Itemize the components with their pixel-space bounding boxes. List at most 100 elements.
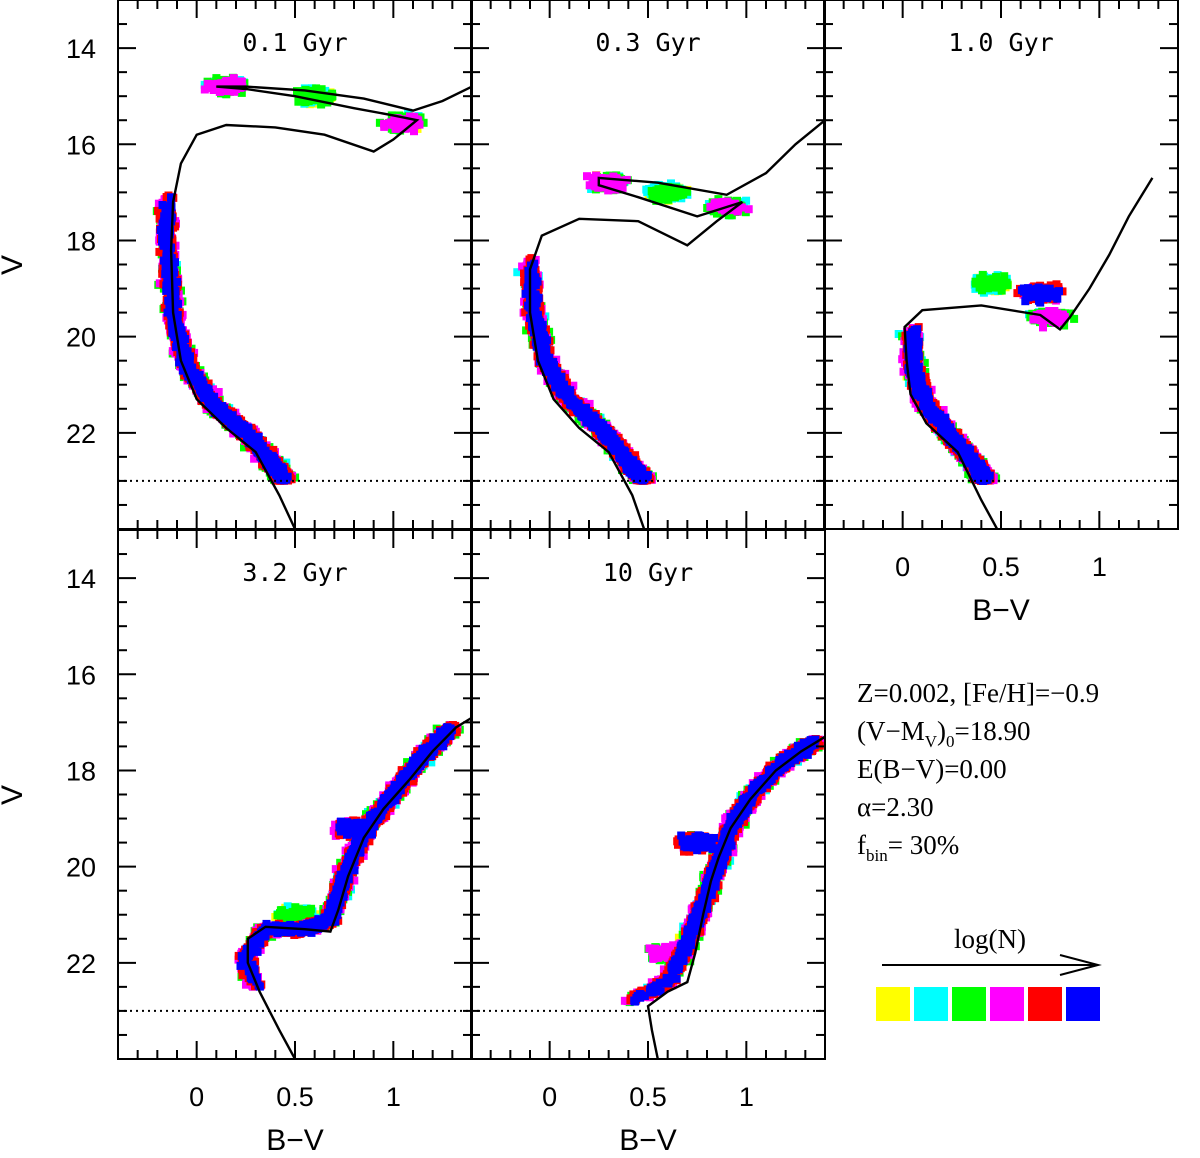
density-point <box>244 429 253 438</box>
density-point <box>165 272 174 281</box>
density-point <box>408 112 417 121</box>
density-point <box>162 246 171 255</box>
density-point <box>167 197 176 206</box>
density-point <box>724 211 733 220</box>
density-point <box>268 456 277 465</box>
density-point <box>264 455 273 464</box>
density-point <box>380 119 389 128</box>
density-point <box>675 190 684 199</box>
density-point <box>204 83 213 92</box>
density-point <box>158 219 167 228</box>
panel-age-title: 0.1 Gyr <box>242 28 347 57</box>
density-point <box>161 270 170 279</box>
density-point <box>207 402 216 411</box>
panel-2: 0.3 Gyr <box>470 0 826 530</box>
density-point <box>159 256 168 265</box>
density-point <box>216 405 225 414</box>
density-point <box>162 206 171 215</box>
density-point <box>214 388 223 396</box>
density-point <box>194 380 202 389</box>
density-point <box>299 95 308 104</box>
density-point <box>513 268 522 277</box>
density-point <box>659 195 668 204</box>
density-point <box>163 224 171 233</box>
density-point <box>652 196 661 205</box>
density-point <box>299 87 308 96</box>
density-point <box>189 371 198 380</box>
density-point <box>648 192 657 200</box>
density-point <box>407 117 416 126</box>
y-tick-label: 20 <box>66 323 96 353</box>
density-point <box>181 361 190 370</box>
density-point <box>406 124 415 132</box>
density-point <box>415 120 424 129</box>
density-point <box>228 422 237 431</box>
density-point <box>181 349 190 358</box>
density-point <box>375 118 384 127</box>
density-point <box>679 186 688 195</box>
density-point <box>165 303 174 312</box>
density-point <box>218 411 227 420</box>
density-point <box>165 202 174 211</box>
density-point <box>158 237 166 246</box>
y-tick-label: 14 <box>66 34 96 64</box>
density-point <box>276 473 285 482</box>
density-point <box>162 286 171 295</box>
panel-plot-area <box>118 73 472 529</box>
density-point <box>165 298 174 307</box>
density-point <box>185 358 194 367</box>
density-point <box>209 86 218 94</box>
density-point <box>251 436 260 445</box>
density-point <box>317 100 326 109</box>
density-point <box>154 206 162 215</box>
density-point <box>199 384 208 393</box>
density-point <box>742 196 751 205</box>
density-point <box>392 116 401 125</box>
density-point <box>250 454 259 463</box>
density-point <box>654 180 663 189</box>
density-point <box>237 88 246 97</box>
density-point <box>318 93 327 102</box>
density-point <box>169 265 178 274</box>
density-point <box>271 465 280 474</box>
density-point <box>156 226 165 234</box>
y-axis-label: V <box>0 255 29 275</box>
density-point <box>176 338 185 346</box>
density-point <box>162 239 171 248</box>
density-point <box>210 409 219 417</box>
y-tick-label: 18 <box>66 226 96 256</box>
density-point <box>260 450 269 459</box>
density-point <box>672 183 681 192</box>
density-point <box>171 258 179 267</box>
density-point <box>203 392 212 401</box>
density-point <box>163 308 172 317</box>
density-point <box>386 118 395 127</box>
density-point <box>237 424 246 433</box>
density-point <box>229 74 238 83</box>
density-point <box>161 231 170 240</box>
density-point <box>228 411 237 420</box>
density-point <box>170 279 178 287</box>
density-point <box>305 89 314 98</box>
density-point <box>160 212 169 221</box>
density-point <box>164 256 173 265</box>
density-point <box>155 247 164 256</box>
density-point <box>222 414 231 423</box>
density-point <box>280 473 289 482</box>
density-point <box>654 191 663 200</box>
density-point <box>234 79 243 87</box>
density-point <box>522 326 531 335</box>
density-point <box>327 92 336 101</box>
density-point <box>294 90 303 99</box>
y-tick-label: 16 <box>66 130 96 160</box>
density-point <box>654 185 663 194</box>
density-point <box>161 262 170 270</box>
density-point <box>195 370 204 379</box>
density-point <box>175 323 184 332</box>
panel-plot-area <box>471 119 825 529</box>
density-point <box>317 86 326 95</box>
density-point <box>391 122 400 131</box>
density-point <box>246 434 255 443</box>
